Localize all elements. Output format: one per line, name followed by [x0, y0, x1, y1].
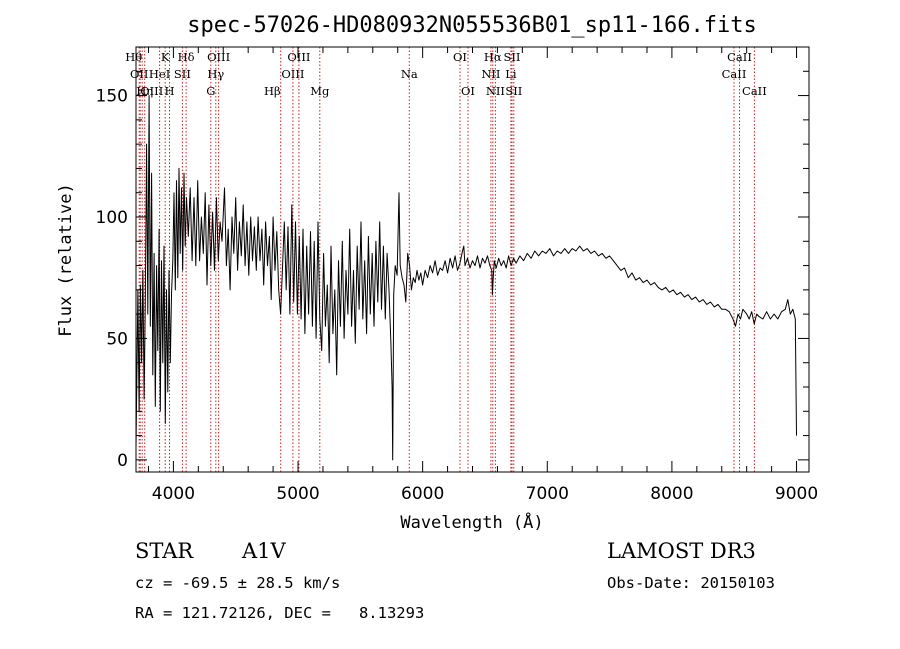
x-tick-label: 9000	[775, 484, 818, 504]
object-type: STAR	[135, 539, 194, 563]
line-label-hγ: Hγ	[207, 67, 224, 81]
line-label-oii: OII	[130, 67, 149, 81]
x-axis-label: Wavelength (Å)	[400, 511, 543, 533]
coordinates: RA = 121.72126, DEC = 8.13293	[135, 604, 425, 622]
line-label-hη: Hη	[136, 84, 153, 98]
line-label-oiii: OIII	[287, 50, 310, 64]
line-label-li: Li	[505, 67, 517, 81]
line-label-h: H	[164, 84, 174, 98]
line-label-nii: NII	[481, 67, 500, 81]
spectral-line-labels: OIIOIIIHθHηHeIKHSIIHδGHγOIIIHβOIIIOIIIMg…	[125, 50, 767, 98]
x-tick-label: 8000	[650, 484, 693, 504]
line-label-hβ: Hβ	[264, 84, 281, 98]
line-label-oi: OI	[453, 50, 467, 64]
line-label-oi: OI	[461, 84, 475, 98]
line-label-hα: Hα	[484, 50, 502, 64]
line-label-k: K	[161, 50, 170, 64]
y-tick-label: 150	[96, 87, 128, 107]
line-label-nii: NII	[486, 84, 505, 98]
flux-series	[135, 95, 797, 461]
line-label-oiii: OIII	[281, 67, 304, 81]
spectral-line-markers	[138, 47, 755, 472]
line-label-mg: Mg	[310, 84, 330, 98]
line-label-hθ: Hθ	[125, 50, 142, 64]
x-tick-label: 5000	[276, 484, 319, 504]
series-flux	[135, 95, 797, 461]
x-tick-label: 4000	[152, 484, 195, 504]
subclass: A1V	[242, 539, 286, 563]
obs-date: Obs-Date: 20150103	[607, 574, 775, 592]
line-label-oiii: OIII	[140, 84, 163, 98]
y-tick-label: 100	[96, 208, 128, 228]
line-label-caii: CaII	[722, 67, 747, 81]
line-label-caii: CaII	[727, 50, 752, 64]
line-label-hδ: Hδ	[178, 50, 195, 64]
y-tick-label: 0	[117, 451, 128, 471]
line-label-sii: SII	[504, 50, 521, 64]
x-tick-label: 6000	[401, 484, 444, 504]
line-label-hei: HeI	[149, 67, 170, 81]
redshift-value: cz = -69.5 ± 28.5 km/s	[135, 574, 341, 592]
line-label-g: G	[206, 84, 215, 98]
line-label-na: Na	[401, 67, 418, 81]
y-axis-label: Flux (relative)	[56, 183, 76, 337]
y-tick-label: 50	[106, 329, 128, 349]
axis-ticks: 4000 5000 6000 7000 8000 9000 0 50 100 150	[96, 46, 818, 504]
line-label-oiii: OIII	[207, 50, 230, 64]
chart-title: spec-57026-HD080932N055536B01_sp11-166.f…	[187, 13, 757, 38]
line-label-sii: SII	[174, 67, 191, 81]
x-tick-label: 7000	[526, 484, 569, 504]
survey-name: LAMOST DR3	[607, 539, 756, 563]
line-label-sii: SII	[505, 84, 522, 98]
line-label-caii: CaII	[742, 84, 767, 98]
